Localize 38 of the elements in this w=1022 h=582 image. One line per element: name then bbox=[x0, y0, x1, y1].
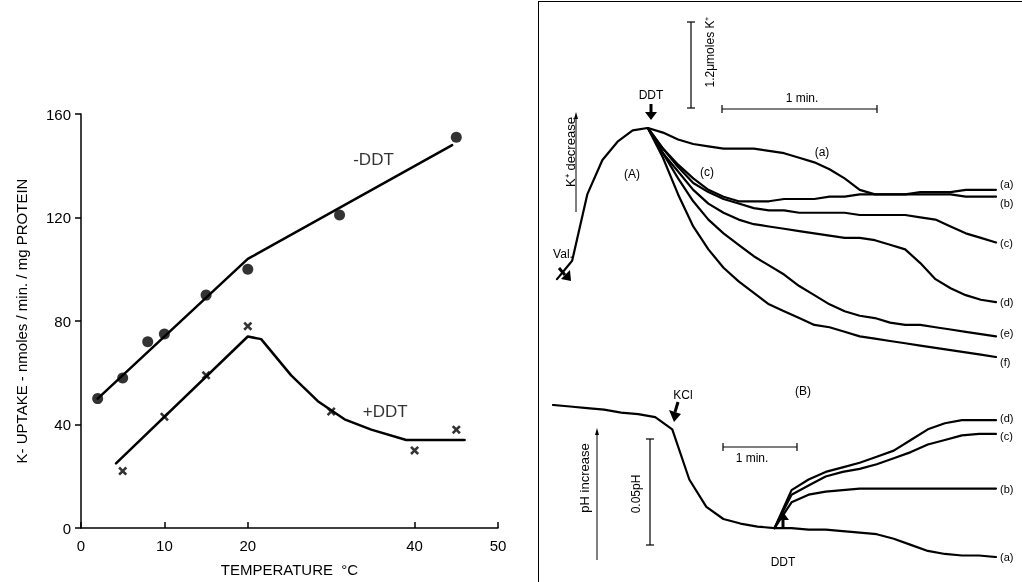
series-label: (a) bbox=[1000, 177, 1014, 190]
x-tick-label: 50 bbox=[489, 537, 507, 554]
annotation: (c) bbox=[700, 165, 714, 179]
series-label: (c) bbox=[1000, 429, 1013, 442]
annotation: 0.05pH bbox=[629, 474, 643, 514]
annotation: (A) bbox=[624, 167, 640, 181]
y-tick-label: 0 bbox=[62, 519, 71, 537]
x-tick-label: 20 bbox=[239, 537, 257, 554]
x-tick-label: 10 bbox=[156, 537, 173, 554]
series-label: (b) bbox=[1000, 196, 1014, 209]
annotation: DDT bbox=[770, 555, 796, 569]
text: -DDT bbox=[353, 149, 394, 169]
text: KCl bbox=[673, 388, 693, 402]
text: (B) bbox=[795, 384, 811, 398]
series-label: (a) bbox=[1000, 551, 1014, 563]
text: 1.2μmoles K⁺ bbox=[701, 16, 718, 88]
x-tick-label: 0 bbox=[76, 537, 86, 554]
annotation: 1 min. bbox=[735, 451, 769, 465]
text: DDT bbox=[638, 88, 664, 102]
y-axis-title: pH increase bbox=[576, 443, 592, 513]
annotation: Val. bbox=[553, 247, 573, 261]
series-label: (d) bbox=[1000, 296, 1014, 309]
text: 1 min. bbox=[785, 91, 819, 105]
y-tick-label: 40 bbox=[54, 416, 71, 433]
y-axis-title: K⁺ decrease bbox=[562, 117, 579, 187]
y-tick-label: 80 bbox=[54, 312, 71, 330]
series-label: +DDT bbox=[362, 402, 408, 422]
y-axis-title: K- UPTAKE - nmoles / min. / mg PROTEIN bbox=[13, 178, 30, 464]
y-tick-label: 160 bbox=[45, 105, 71, 123]
x-axis-title: TEMPERATURE °C bbox=[220, 561, 359, 578]
y-tick-label: 120 bbox=[45, 209, 71, 226]
series-label: (b) bbox=[1000, 482, 1014, 495]
annotation: (a) bbox=[814, 145, 830, 159]
series-label: (e) bbox=[1000, 327, 1014, 340]
series-label: (d) bbox=[1000, 412, 1014, 425]
series-label: (c) bbox=[1000, 236, 1013, 249]
series-label: (f) bbox=[1000, 356, 1011, 368]
x-tick-label: 40 bbox=[406, 537, 423, 554]
